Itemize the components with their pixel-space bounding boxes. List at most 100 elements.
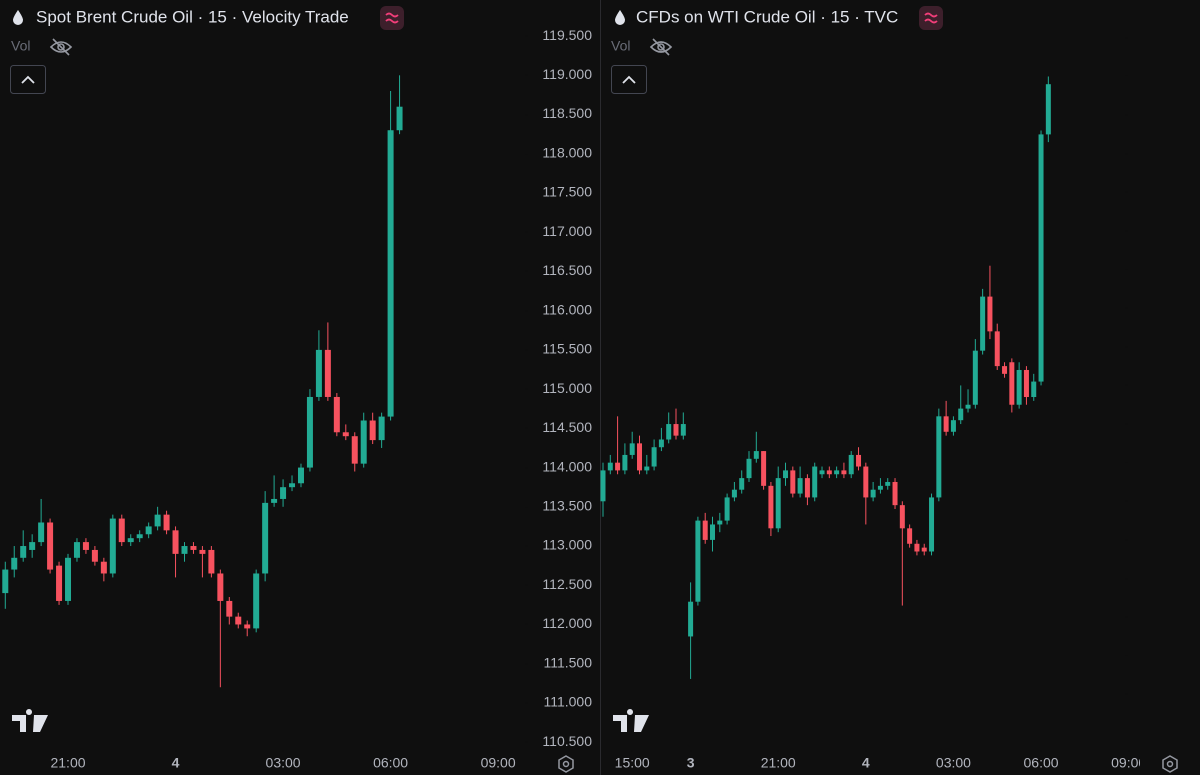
- candle-body: [1038, 134, 1044, 382]
- y-tick-label: 113.500: [542, 498, 592, 514]
- chart-title: CFDs on WTI Crude Oil · 15 · TVC: [636, 7, 898, 26]
- candle-body: [315, 349, 322, 397]
- candle-body: [892, 481, 898, 506]
- collapse-button[interactable]: [10, 65, 46, 94]
- candle-body: [636, 443, 642, 471]
- chart-plot: 98.5099.0099.50100.00100.50101.00101.501…: [600, 37, 1146, 771]
- candle-body: [834, 470, 840, 475]
- candle-body: [841, 470, 847, 475]
- y-tick-label: 118.500: [542, 105, 592, 121]
- y-tick-label: 111.000: [543, 694, 592, 710]
- y-tick-label: 115.500: [542, 341, 592, 357]
- candle-body: [280, 487, 287, 499]
- candle-body: [914, 543, 920, 552]
- y-tick-label: 110.500: [542, 733, 592, 749]
- chart-plot: 110.500 111.000 111.500 112.000 112.500 113.0…: [2, 27, 592, 771]
- candle-body: [253, 573, 260, 629]
- provider-badge[interactable]: [919, 6, 943, 30]
- y-tick-label: 119.500: [542, 27, 592, 43]
- x-tick-label: 4: [172, 755, 180, 771]
- candle-body: [943, 416, 949, 432]
- x-tick-label: 21:00: [761, 755, 796, 771]
- y-tick-label: 114.000: [542, 458, 592, 474]
- candle-body: [109, 518, 116, 574]
- candle-body: [235, 616, 242, 625]
- volume-label: Vol: [611, 38, 630, 54]
- candle-body: [629, 443, 635, 455]
- candle-body: [994, 331, 1000, 367]
- candle-body: [958, 408, 964, 421]
- y-tick-label: 112.000: [542, 615, 592, 631]
- candle-body: [702, 520, 708, 540]
- candle-body: [980, 296, 986, 351]
- candle-body: [163, 514, 170, 531]
- candle-body: [965, 404, 971, 409]
- badge-icon: [385, 12, 399, 24]
- candle-body: [65, 557, 72, 601]
- candle-body: [333, 396, 340, 433]
- candle-body: [899, 505, 905, 529]
- candle-body: [826, 470, 832, 475]
- candle-body: [680, 424, 686, 436]
- candle-body: [154, 514, 161, 527]
- candle-body: [56, 565, 63, 601]
- collapse-icon: [622, 75, 636, 84]
- hide-volume-icon[interactable]: [649, 38, 673, 56]
- x-tick-label: 06:00: [373, 755, 408, 771]
- candle-body: [1023, 369, 1029, 398]
- candle-body: [387, 130, 394, 417]
- settings-icon[interactable]: [1162, 755, 1178, 773]
- candle-body: [29, 542, 36, 550]
- y-tick-label: 116.500: [542, 262, 592, 278]
- candle-body: [1045, 84, 1051, 135]
- x-tick-label: 4: [862, 755, 870, 771]
- candle-body: [819, 470, 825, 475]
- symbol-icon: [615, 10, 625, 25]
- candle-body: [615, 462, 621, 471]
- y-tick-label: 116.000: [542, 301, 592, 317]
- candle-body: [11, 557, 18, 570]
- tradingview-logo[interactable]: [12, 709, 48, 732]
- candle-body: [929, 497, 935, 552]
- candle-body: [20, 546, 27, 558]
- chart-title: Spot Brent Crude Oil · 15 · Velocity Tra…: [36, 7, 349, 26]
- volume-label: Vol: [11, 38, 30, 54]
- candle-body: [2, 569, 9, 594]
- x-tick-label: 15:00: [615, 755, 650, 771]
- candle-body: [658, 439, 664, 448]
- candle-body: [208, 549, 215, 574]
- candle-body: [244, 624, 251, 629]
- y-tick-label: 117.500: [542, 184, 592, 200]
- settings-icon[interactable]: [558, 755, 574, 773]
- candle-body: [82, 542, 89, 550]
- candle-body: [950, 420, 956, 432]
- candle-body: [746, 458, 752, 479]
- candle-body: [607, 462, 613, 471]
- collapse-button[interactable]: [611, 65, 647, 94]
- candle-body: [877, 485, 883, 490]
- candle-body: [600, 470, 606, 502]
- y-tick-label: 118.000: [542, 144, 592, 160]
- x-tick-label: 09:00: [1111, 755, 1146, 771]
- candle-body: [378, 416, 385, 441]
- candle-body: [369, 420, 376, 441]
- candle-body: [921, 547, 927, 552]
- candle-body: [136, 534, 143, 539]
- candle-body: [351, 436, 358, 464]
- candle-body: [622, 454, 628, 471]
- candle-body: [262, 502, 269, 574]
- panel-header: Spot Brent Crude Oil · 15 · Velocity Tra…: [10, 6, 574, 773]
- y-tick-label: 117.000: [542, 223, 592, 239]
- y-tick-label: 115.000: [542, 380, 592, 396]
- tradingview-logo[interactable]: [613, 709, 649, 732]
- candle-body: [972, 350, 978, 405]
- hide-volume-icon[interactable]: [49, 38, 73, 56]
- candle-body: [856, 454, 862, 467]
- candle-body: [190, 546, 197, 550]
- y-tick-label: 119.000: [542, 66, 592, 82]
- candle-body: [804, 478, 810, 498]
- badge-icon: [924, 12, 938, 24]
- x-tick-label: 09:00: [481, 755, 516, 771]
- provider-badge[interactable]: [380, 6, 404, 30]
